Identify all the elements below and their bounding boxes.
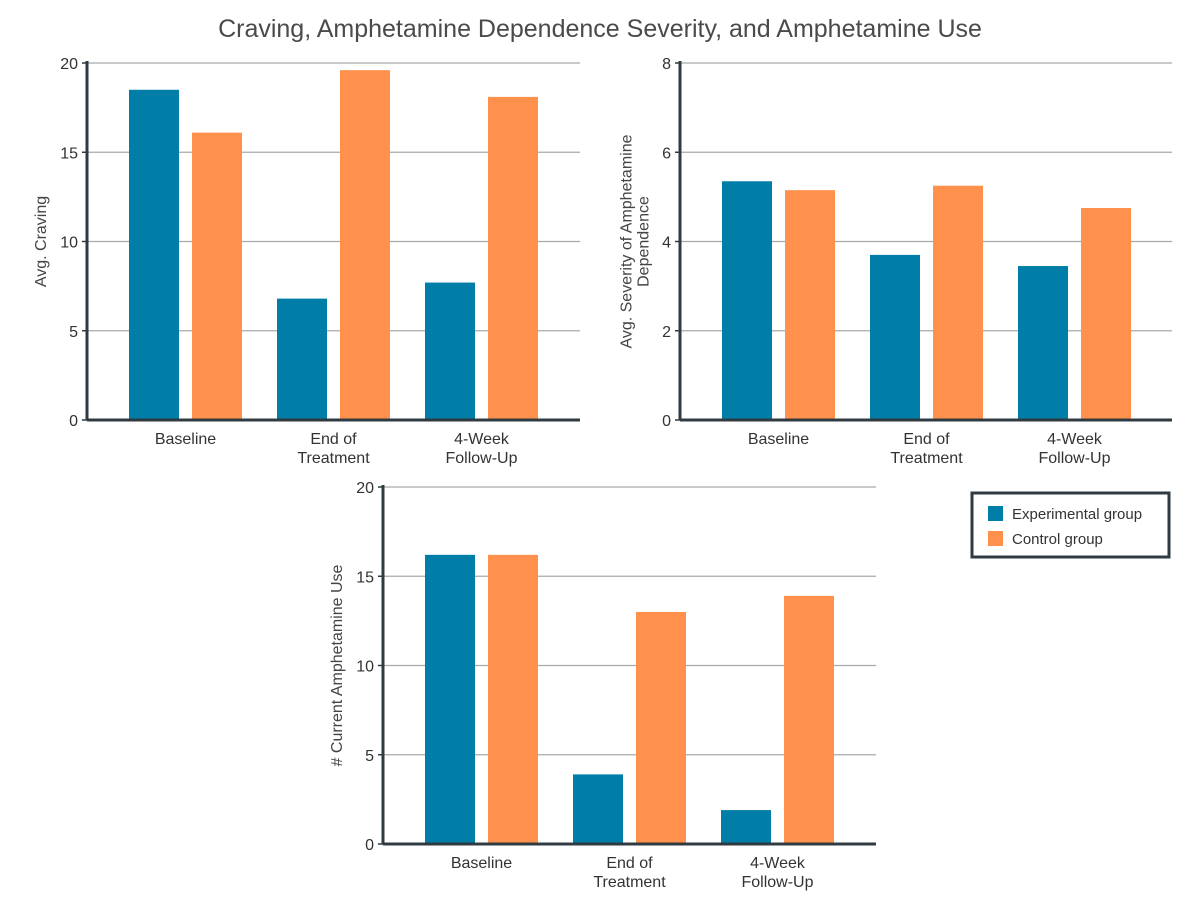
x-category-label: Baseline <box>748 431 809 448</box>
bar-experimental-follow-up <box>425 282 475 420</box>
x-category-label: 4-Week <box>750 855 806 872</box>
bar-experimental-end-of-treatment <box>573 774 623 844</box>
y-axis-label: Avg. Craving <box>33 196 50 287</box>
y-tick-label: 10 <box>60 235 78 252</box>
y-axis-label: Avg. Severity of Amphetamine <box>619 134 636 348</box>
legend-box <box>970 491 1171 559</box>
bar-control-follow-up <box>488 96 538 420</box>
x-category-label: Follow-Up <box>741 874 813 891</box>
x-category-label: Baseline <box>451 855 512 872</box>
bar-control-follow-up <box>784 595 834 844</box>
y-tick-label: 15 <box>356 569 374 586</box>
x-category-label: Follow-Up <box>445 450 517 467</box>
legend-label-experimental: Experimental group <box>1012 506 1142 523</box>
x-category-label: Treatment <box>890 450 963 467</box>
x-category-label: 4-Week <box>454 431 510 448</box>
y-tick-label: 2 <box>662 324 671 341</box>
y-tick-label: 0 <box>69 413 78 430</box>
figure-title: Craving, Amphetamine Dependence Severity… <box>218 15 982 43</box>
dependence-severity-chart: 0 2 4 6 8 Baseline End of Treatment 4-Week Follow… <box>619 56 1172 467</box>
craving-chart: 0 5 10 15 20 Baseline End of Treatment 4-Week Fol… <box>33 56 580 467</box>
x-category-label: Follow-Up <box>1038 450 1110 467</box>
y-tick-label: 6 <box>662 145 671 162</box>
bar-control-baseline <box>192 132 242 421</box>
bar-control-end-of-treatment <box>340 70 390 420</box>
x-category-label: End of <box>606 855 653 872</box>
bar-control-end-of-treatment <box>636 611 686 844</box>
x-category-label: Treatment <box>593 874 666 891</box>
x-category-label: Baseline <box>155 431 216 448</box>
bar-experimental-baseline <box>129 89 179 421</box>
y-tick-label: 5 <box>69 324 78 341</box>
y-axis-label: # Current Amphetamine Use <box>329 564 346 766</box>
legend-swatch-control <box>988 531 1003 546</box>
bar-experimental-baseline <box>425 554 475 844</box>
y-tick-label: 10 <box>356 659 374 676</box>
bar-experimental-end-of-treatment <box>277 298 327 420</box>
bar-experimental-end-of-treatment <box>870 254 920 420</box>
bar-control-baseline <box>488 554 538 844</box>
x-category-label: End of <box>903 431 950 448</box>
x-category-label: 4-Week <box>1047 431 1103 448</box>
bar-control-follow-up <box>1081 208 1131 420</box>
y-tick-label: 20 <box>60 56 78 73</box>
legend: Experimental group Control group <box>970 491 1171 559</box>
bar-experimental-baseline <box>722 181 772 420</box>
y-tick-label: 20 <box>356 480 374 497</box>
y-tick-label: 0 <box>365 837 374 854</box>
bar-control-end-of-treatment <box>933 185 983 420</box>
bar-experimental-follow-up <box>721 810 771 844</box>
y-tick-label: 15 <box>60 145 78 162</box>
y-tick-label: 4 <box>662 235 671 252</box>
bar-experimental-follow-up <box>1018 266 1068 420</box>
y-tick-label: 5 <box>365 748 374 765</box>
x-category-label: End of <box>310 431 357 448</box>
y-axis-label: Dependence <box>636 196 653 287</box>
y-tick-label: 0 <box>662 413 671 430</box>
legend-swatch-experimental <box>988 506 1003 521</box>
amphetamine-use-chart: 0 5 10 15 20 Baseline End of Treatment 4-Week Fol… <box>329 480 876 891</box>
x-category-label: Treatment <box>297 450 370 467</box>
legend-label-control: Control group <box>1012 531 1103 548</box>
y-tick-label: 8 <box>662 56 671 73</box>
bar-control-baseline <box>785 190 835 420</box>
